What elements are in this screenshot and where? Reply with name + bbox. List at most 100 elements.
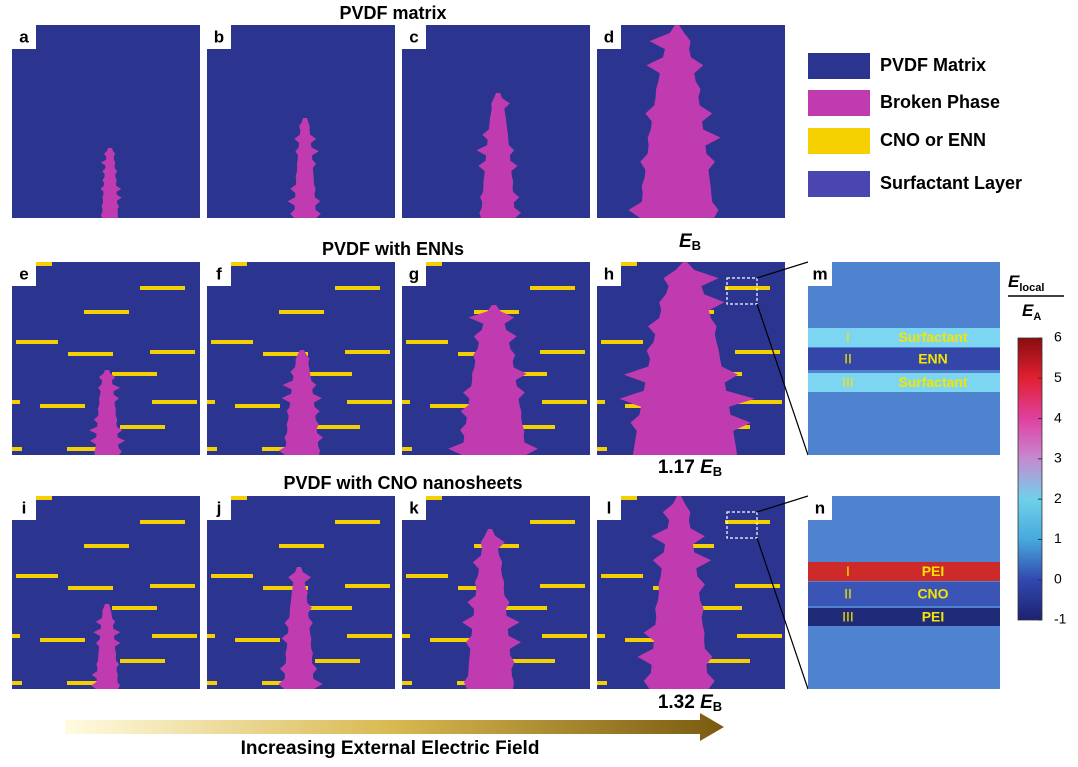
- zoom-box: [726, 511, 758, 539]
- colorbar-tick-label: 4: [1054, 409, 1062, 425]
- nanosheet: [140, 520, 185, 524]
- nanosheet: [315, 659, 360, 663]
- nanosheet: [152, 400, 197, 404]
- nanosheet: [430, 638, 475, 642]
- simulation-panel: [12, 496, 200, 689]
- colorbar-tick-label: -1: [1054, 611, 1067, 627]
- panel-label-box: [597, 25, 621, 49]
- nanosheet: [12, 681, 22, 685]
- row-title: PVDF with ENNs: [322, 239, 464, 259]
- simulation-panel: [12, 262, 200, 455]
- row-title: PVDF matrix: [339, 3, 446, 23]
- nanosheet: [279, 310, 324, 314]
- nanosheet: [725, 520, 770, 524]
- layer-name: CNO: [917, 586, 948, 602]
- nanosheet: [207, 400, 215, 404]
- layer-band: [808, 582, 1000, 606]
- broken-phase: [100, 148, 122, 218]
- nanosheet: [502, 606, 547, 610]
- nanosheet: [67, 681, 107, 685]
- nanosheet: [211, 340, 253, 344]
- panel-label-box: [402, 496, 426, 520]
- nanosheet: [607, 262, 637, 266]
- nanosheet: [217, 496, 247, 500]
- arrow-label: Increasing External Electric Field: [241, 738, 540, 759]
- broken-phase: [637, 496, 715, 689]
- nanosheet: [120, 425, 165, 429]
- nanosheet: [207, 681, 217, 685]
- nanosheet: [597, 400, 605, 404]
- nanosheet: [430, 404, 475, 408]
- zoom-connector: [756, 495, 809, 513]
- nanosheet: [705, 659, 750, 663]
- broken-phase: [462, 529, 521, 689]
- panel-label: e: [19, 264, 28, 283]
- nanosheet: [84, 310, 129, 314]
- nanosheet: [406, 574, 448, 578]
- nanosheet: [625, 638, 670, 642]
- panel-label: g: [409, 264, 419, 283]
- nanosheet: [263, 586, 308, 590]
- nanosheet: [40, 404, 85, 408]
- nanosheet: [150, 584, 195, 588]
- nanosheet: [697, 606, 742, 610]
- nanosheet: [12, 634, 20, 638]
- broken-phase: [628, 25, 721, 218]
- nanosheet: [235, 404, 280, 408]
- nanosheet: [607, 496, 637, 500]
- nanosheet: [510, 659, 555, 663]
- layer-band: [808, 608, 1000, 626]
- nanosheet: [402, 681, 412, 685]
- nanosheet: [345, 350, 390, 354]
- nanosheet: [68, 352, 113, 356]
- nanosheet: [530, 286, 575, 290]
- layer-index: III: [842, 374, 854, 390]
- nanosheet: [120, 659, 165, 663]
- nanosheet: [530, 520, 575, 524]
- panel-label-box: [12, 25, 36, 49]
- legend-label: Broken Phase: [880, 92, 1000, 112]
- panel-label: l: [607, 498, 612, 517]
- nanosheet: [40, 638, 85, 642]
- nanosheet: [402, 400, 410, 404]
- nanosheet: [597, 447, 607, 451]
- layer-index: I: [846, 329, 850, 345]
- nanosheet: [16, 340, 58, 344]
- nanosheet: [12, 447, 22, 451]
- colorbar-tick-label: 5: [1054, 369, 1062, 385]
- panel-label-box: [808, 496, 832, 520]
- panel-label: d: [604, 27, 614, 46]
- panel-label-box: [207, 25, 231, 49]
- nanosheet: [235, 638, 280, 642]
- colorbar-tick-label: 1: [1054, 530, 1062, 546]
- broken-phase: [287, 118, 321, 218]
- layer-index: I: [846, 563, 850, 579]
- panel-label: m: [812, 264, 827, 283]
- legend-swatch: [808, 128, 870, 154]
- layer-index: II: [844, 586, 852, 602]
- simulation-panel: [402, 25, 590, 218]
- panel-label-box: [808, 262, 832, 286]
- nanosheet: [22, 262, 52, 266]
- nanosheet: [112, 372, 157, 376]
- colorbar-tick-label: 3: [1054, 450, 1062, 466]
- panel-label-box: [12, 496, 36, 520]
- simulation-panel: [402, 262, 590, 455]
- nanosheet: [307, 372, 352, 376]
- nanosheet: [207, 447, 217, 451]
- nanosheet: [315, 425, 360, 429]
- colorbar-tick-label: 0: [1054, 570, 1062, 586]
- panel-label-box: [597, 496, 621, 520]
- legend-swatch: [808, 90, 870, 116]
- simulation-panel: [207, 262, 395, 455]
- nanosheet: [150, 350, 195, 354]
- legend-swatch: [808, 53, 870, 79]
- nanosheet: [542, 634, 587, 638]
- panel-label-box: [402, 25, 426, 49]
- nanosheet: [152, 634, 197, 638]
- nanosheet: [12, 400, 20, 404]
- panel-label: c: [409, 27, 418, 46]
- broken-phase: [91, 604, 121, 689]
- simulation-panel: [207, 496, 395, 689]
- layer-index: II: [844, 351, 852, 367]
